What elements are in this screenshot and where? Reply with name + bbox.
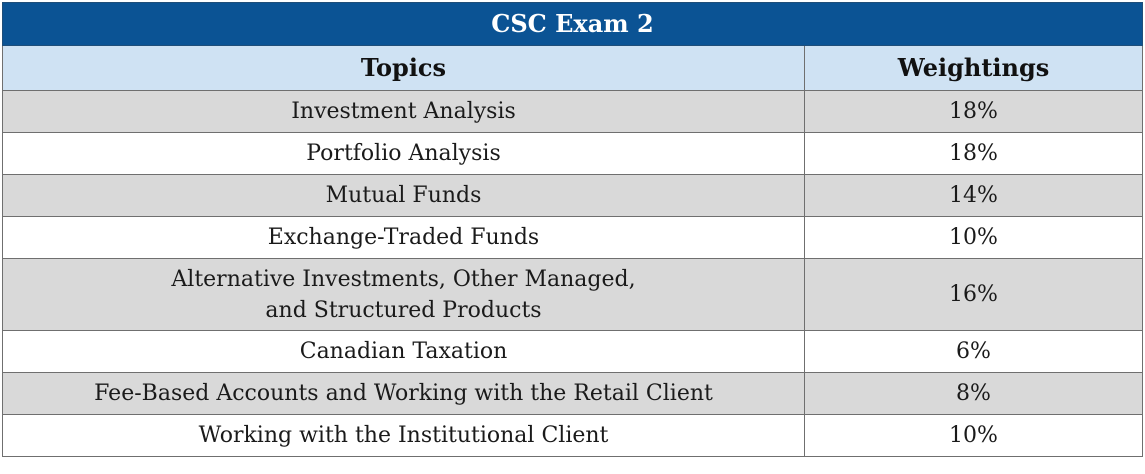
weighting-cell: 10% (804, 216, 1143, 259)
column-header-topics: Topics (2, 45, 805, 91)
table-row: Canadian Taxation 6% (2, 330, 1143, 373)
table-row: Working with the Institutional Client 10… (2, 414, 1143, 457)
table-row: Exchange-Traded Funds 10% (2, 216, 1143, 259)
topic-cell: Alternative Investments, Other Managed, … (2, 258, 805, 331)
weighting-cell: 14% (804, 174, 1143, 217)
table-title-row: CSC Exam 2 (2, 2, 1143, 46)
exam-weightings-table: CSC Exam 2 Topics Weightings Investment … (2, 2, 1143, 457)
topic-cell: Working with the Institutional Client (2, 414, 805, 457)
topic-cell: Exchange-Traded Funds (2, 216, 805, 259)
table-row: Alternative Investments, Other Managed, … (2, 258, 1143, 331)
topic-cell-line: and Structured Products (265, 297, 542, 323)
topic-cell: Portfolio Analysis (2, 132, 805, 175)
exam-weightings-table-container: CSC Exam 2 Topics Weightings Investment … (2, 2, 1143, 457)
weighting-cell: 16% (804, 258, 1143, 331)
weighting-cell: 6% (804, 330, 1143, 373)
topic-cell-line: Alternative Investments, Other Managed, (171, 266, 636, 292)
topic-cell: Canadian Taxation (2, 330, 805, 373)
topic-cell: Fee-Based Accounts and Working with the … (2, 372, 805, 415)
table-row: Fee-Based Accounts and Working with the … (2, 372, 1143, 415)
table-row: Investment Analysis 18% (2, 90, 1143, 133)
column-header-weightings: Weightings (804, 45, 1143, 91)
weighting-cell: 10% (804, 414, 1143, 457)
table-row: Portfolio Analysis 18% (2, 132, 1143, 175)
weighting-cell: 18% (804, 132, 1143, 175)
table-title: CSC Exam 2 (2, 2, 1143, 46)
table-header-row: Topics Weightings (2, 45, 1143, 91)
topic-cell: Mutual Funds (2, 174, 805, 217)
table-row: Mutual Funds 14% (2, 174, 1143, 217)
weighting-cell: 18% (804, 90, 1143, 133)
topic-cell: Investment Analysis (2, 90, 805, 133)
weighting-cell: 8% (804, 372, 1143, 415)
